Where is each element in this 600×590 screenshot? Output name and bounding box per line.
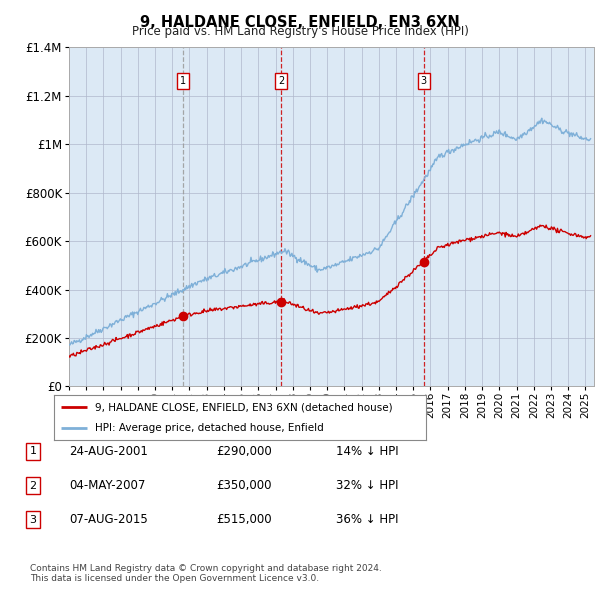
Text: 9, HALDANE CLOSE, ENFIELD, EN3 6XN: 9, HALDANE CLOSE, ENFIELD, EN3 6XN <box>140 15 460 30</box>
Text: Contains HM Land Registry data © Crown copyright and database right 2024.
This d: Contains HM Land Registry data © Crown c… <box>30 563 382 583</box>
Text: 9, HALDANE CLOSE, ENFIELD, EN3 6XN (detached house): 9, HALDANE CLOSE, ENFIELD, EN3 6XN (deta… <box>95 402 392 412</box>
Text: 24-AUG-2001: 24-AUG-2001 <box>69 445 148 458</box>
Text: £350,000: £350,000 <box>216 479 271 492</box>
Text: 1: 1 <box>181 76 187 86</box>
Text: 1: 1 <box>29 447 37 456</box>
Text: 07-AUG-2015: 07-AUG-2015 <box>69 513 148 526</box>
Text: £515,000: £515,000 <box>216 513 272 526</box>
Text: 14% ↓ HPI: 14% ↓ HPI <box>336 445 398 458</box>
Text: Price paid vs. HM Land Registry's House Price Index (HPI): Price paid vs. HM Land Registry's House … <box>131 25 469 38</box>
Text: 04-MAY-2007: 04-MAY-2007 <box>69 479 145 492</box>
Text: £290,000: £290,000 <box>216 445 272 458</box>
Text: 32% ↓ HPI: 32% ↓ HPI <box>336 479 398 492</box>
Text: 2: 2 <box>29 481 37 490</box>
Text: 36% ↓ HPI: 36% ↓ HPI <box>336 513 398 526</box>
Text: 2: 2 <box>278 76 284 86</box>
Text: 3: 3 <box>29 515 37 525</box>
Text: 3: 3 <box>421 76 427 86</box>
Text: HPI: Average price, detached house, Enfield: HPI: Average price, detached house, Enfi… <box>95 422 323 432</box>
